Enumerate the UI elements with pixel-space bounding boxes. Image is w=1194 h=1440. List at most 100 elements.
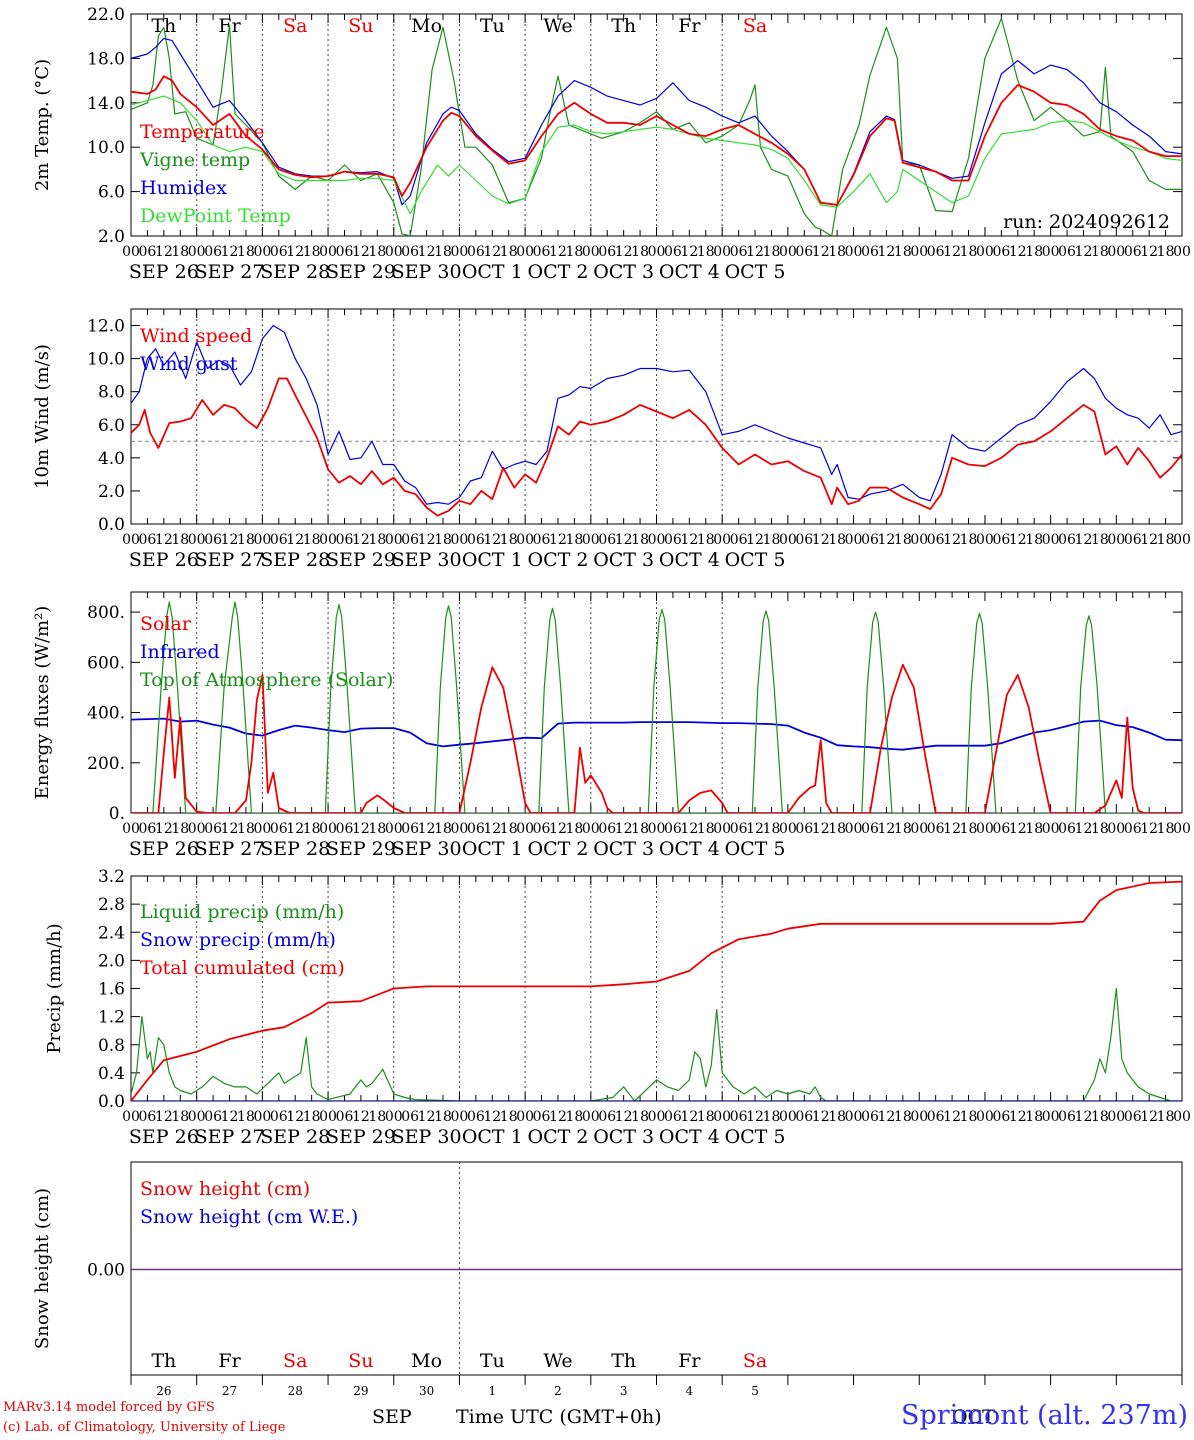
y-tick-label: 400. [87,704,125,724]
hour-tick-label: 00 [122,1109,140,1125]
hour-tick-label: 00 [188,1109,206,1125]
hour-tick-label: 12 [418,821,436,837]
hour-tick-label: 18 [631,244,649,260]
hour-tick-label: 12 [615,821,633,837]
day-number-label: 30 [419,1384,434,1398]
hour-tick-label: 06 [927,532,945,548]
hour-tick-label: 00 [910,532,928,548]
hour-tick-label: 00 [253,1109,271,1125]
hour-tick-label: 00 [1107,532,1125,548]
hour-tick-label: 00 [1042,821,1060,837]
hour-tick-label: 00 [451,1109,469,1125]
day-number-label: 29 [353,1384,368,1398]
hour-tick-label: 18 [237,1109,255,1125]
hour-tick-label: 00 [451,532,469,548]
hour-tick-label: 12 [352,532,370,548]
hour-tick-label: 18 [1157,244,1175,260]
hour-tick-label: 00 [319,1109,337,1125]
hour-tick-label: 12 [483,532,501,548]
y-axis-title: 2m Temp. (°C) [32,59,53,191]
hour-tick-label: 12 [155,532,173,548]
hour-tick-label: 06 [795,532,813,548]
y-tick-label: 2.0 [98,482,125,502]
legend-entry: Solar [140,613,192,635]
hour-tick-label: 06 [598,821,616,837]
date-label: OCT 5 [725,261,786,283]
hour-tick-label: 06 [533,532,551,548]
station-name: Sprimont (alt. 237m) [901,1400,1188,1431]
hour-tick-label: 00 [582,244,600,260]
hour-tick-label: 12 [812,532,830,548]
legend-entry: Snow precip (mm/h) [140,929,336,951]
y-axis-title: Energy fluxes (W/m²) [32,606,53,800]
hour-tick-label: 06 [730,532,748,548]
hour-tick-label: 18 [303,1109,321,1125]
date-label: SEP 27 [195,838,265,860]
y-tick-label: 12.0 [87,317,125,337]
hour-tick-label: 18 [368,1109,386,1125]
hour-tick-label: 00 [122,244,140,260]
hour-tick-label: 18 [828,1109,846,1125]
date-label: OCT 3 [593,1126,654,1148]
hour-tick-label: 12 [1075,244,1093,260]
date-label: SEP 26 [129,261,199,283]
hour-tick-label: 00 [451,244,469,260]
hour-tick-label: 18 [828,532,846,548]
weekday-label: Th [611,1350,636,1372]
hour-tick-label: 06 [795,821,813,837]
hour-tick-label: 06 [1124,532,1142,548]
date-label: OCT 4 [659,261,720,283]
hour-tick-label: 00 [188,532,206,548]
hour-tick-label: 18 [763,532,781,548]
day-number-label: 5 [751,1384,759,1398]
hour-tick-label: 06 [927,244,945,260]
y-tick-label: 1.6 [98,980,125,1000]
hour-tick-label: 06 [664,821,682,837]
date-label: OCT 4 [659,838,720,860]
weekday-label: Th [151,1350,176,1372]
hour-tick-label: 06 [795,1109,813,1125]
day-number-label: 26 [156,1384,171,1398]
weekday-label: Sa [743,1350,767,1372]
hour-tick-label: 12 [221,1109,239,1125]
weekday-label: Su [348,1350,373,1372]
weekday-label: Th [611,15,636,37]
hour-tick-label: 00 [122,532,140,548]
weekday-label: Fr [678,1350,701,1372]
hour-tick-label: 00 [1107,244,1125,260]
hour-tick-label: 18 [1025,1109,1043,1125]
hour-tick-label: 12 [352,1109,370,1125]
hour-tick-label: 18 [828,821,846,837]
hour-tick-label: 06 [1124,244,1142,260]
hour-tick-label: 12 [286,244,304,260]
y-tick-label: 0.0 [98,1092,125,1112]
hour-tick-label: 12 [615,244,633,260]
hour-tick-label: 18 [1157,821,1175,837]
hour-tick-label: 00 [1042,532,1060,548]
hour-tick-label: 12 [746,532,764,548]
y-tick-label: 0.4 [98,1064,125,1084]
hour-tick-label: 18 [631,532,649,548]
date-label: OCT 5 [725,549,786,571]
hour-tick-label: 00 [188,244,206,260]
hour-tick-label: 00 [1173,821,1191,837]
hour-tick-label: 00 [910,244,928,260]
hour-tick-label: 00 [1173,244,1191,260]
date-label: SEP 29 [326,261,396,283]
hour-tick-label: 06 [992,532,1010,548]
hour-tick-label: 00 [122,821,140,837]
hour-tick-label: 18 [697,821,715,837]
hour-tick-label: 06 [861,532,879,548]
hour-tick-label: 12 [1009,244,1027,260]
hour-tick-label: 00 [845,1109,863,1125]
hour-tick-label: 12 [483,1109,501,1125]
legend-entry: Temperature [140,121,264,143]
hour-tick-label: 12 [680,821,698,837]
series-line-solar [131,663,1182,813]
hour-tick-label: 12 [221,821,239,837]
hour-tick-label: 06 [139,244,157,260]
date-label: SEP 28 [260,261,330,283]
hour-tick-label: 12 [286,1109,304,1125]
hour-tick-label: 18 [303,244,321,260]
y-tick-label: 2.0 [98,227,125,247]
